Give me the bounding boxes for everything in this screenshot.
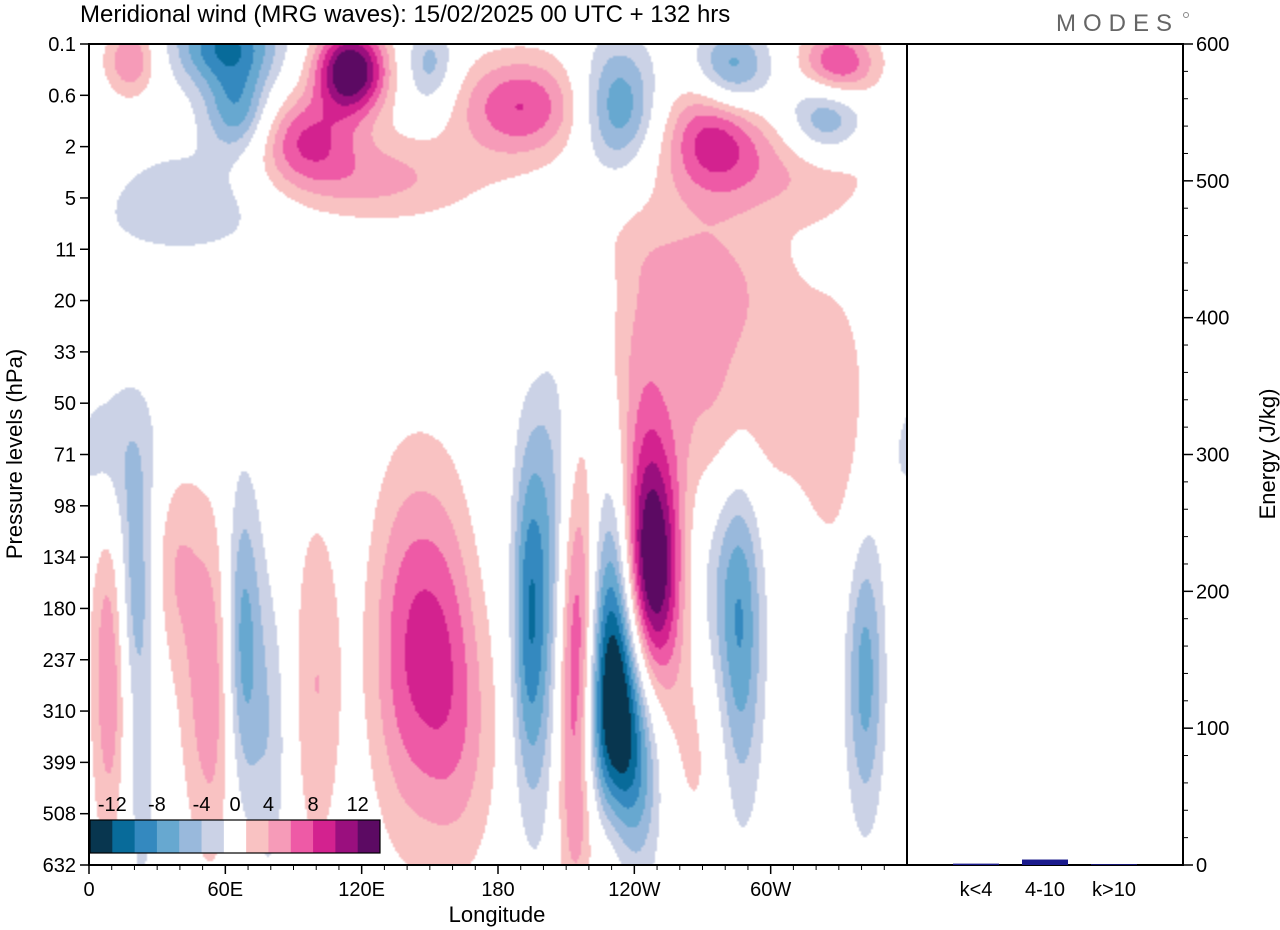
colorbar-label: -4 xyxy=(193,794,211,816)
y-tick-label: 180 xyxy=(43,598,76,620)
x-tick-label: 120E xyxy=(338,879,385,901)
colorbar-swatch xyxy=(201,820,225,853)
x-tick-label: 60E xyxy=(208,879,244,901)
wavenumber-label: 4-10 xyxy=(1025,879,1065,901)
modes-logo: MODES xyxy=(1056,10,1179,37)
energy-axis-label: Energy (J/kg) xyxy=(1255,389,1280,520)
y-tick-label: 399 xyxy=(43,752,76,774)
x-axis-label: Longitude xyxy=(449,902,546,927)
colorbar-swatch xyxy=(290,820,314,853)
colorbar-swatch xyxy=(134,820,158,853)
colorbar-label: -8 xyxy=(148,794,166,816)
energy-ticks: 0 100 200 300 400 500 600 xyxy=(1183,34,1229,877)
colorbar-swatch xyxy=(223,820,247,853)
y-tick-label: 310 xyxy=(43,701,76,723)
x-tick-label: 60W xyxy=(750,879,791,901)
colorbar-swatch xyxy=(313,820,336,853)
y-tick-label: 2 xyxy=(65,137,76,159)
colorbar-swatch xyxy=(156,820,180,853)
y-axis-label: Pressure levels (hPa) xyxy=(2,349,27,559)
y-tick-label: 50 xyxy=(54,393,76,415)
wavenumber-label: k>10 xyxy=(1092,879,1136,901)
energy-bar xyxy=(953,863,999,865)
wavenumber-ticks: k<4 4-10 k>10 xyxy=(960,879,1136,901)
y-tick-label: 237 xyxy=(43,650,76,672)
colorbar-label: -12 xyxy=(98,794,127,816)
energy-panel: 0 100 200 300 400 500 600 k<4 4-10 k>10 Energy (… xyxy=(906,34,1280,901)
colorbar: -12 -8 -4 0 4 8 12 xyxy=(89,794,381,854)
y-tick-label: 632 xyxy=(43,855,76,877)
y-tick-label: 98 xyxy=(54,496,76,518)
colorbar-swatch xyxy=(335,820,359,853)
y-tick-label: 20 xyxy=(54,291,76,313)
colorbar-label: 0 xyxy=(229,794,240,816)
wavenumber-label: k<4 xyxy=(960,879,993,901)
energy-tick-label: 0 xyxy=(1196,855,1207,877)
energy-tick-label: 500 xyxy=(1196,171,1229,193)
energy-tick-label: 100 xyxy=(1196,718,1229,740)
colorbar-label: 12 xyxy=(347,794,369,816)
energy-bar xyxy=(1091,864,1137,865)
logo-registered-mark xyxy=(1183,12,1189,18)
energy-tick-label: 200 xyxy=(1196,581,1229,603)
colorbar-swatch xyxy=(268,820,292,853)
y-tick-label: 134 xyxy=(43,547,76,569)
chart-title: Meridional wind (MRG waves): 15/02/2025 … xyxy=(80,1,730,28)
energy-tick-label: 400 xyxy=(1196,308,1229,330)
colorbar-label: 4 xyxy=(263,794,274,816)
energy-tick-label: 600 xyxy=(1196,34,1229,56)
colorbar-label: 8 xyxy=(308,794,319,816)
pressure-level-ticks: 0.1 0.6 2 5 11 20 33 50 71 98 134 180 237 310 399 508 63… xyxy=(43,34,89,877)
longitude-ticks: 0 60E 120E 180 120W 60W xyxy=(83,865,885,901)
energy-tick-label: 300 xyxy=(1196,445,1229,467)
heatmap-panel: -12 -8 -4 0 4 8 12 0 60E 120E 180 120W 60W 0.1 0.6 2 5… xyxy=(2,34,908,927)
y-tick-label: 5 xyxy=(65,188,76,210)
colorbar-swatch xyxy=(357,820,381,853)
y-tick-label: 0.1 xyxy=(48,34,76,56)
x-tick-label: 0 xyxy=(83,879,94,901)
colorbar-swatch xyxy=(90,820,113,853)
y-tick-label: 0.6 xyxy=(48,85,76,107)
colorbar-swatch xyxy=(112,820,136,853)
energy-bars xyxy=(953,859,1137,865)
colorbar-swatch xyxy=(246,820,269,853)
y-tick-label: 33 xyxy=(54,342,76,364)
colorbar-swatch xyxy=(179,820,203,853)
energy-frame xyxy=(906,43,1184,866)
x-tick-label: 180 xyxy=(481,879,514,901)
energy-bar xyxy=(1022,859,1068,865)
y-tick-label: 71 xyxy=(54,445,76,467)
y-tick-label: 11 xyxy=(55,239,76,261)
y-tick-label: 508 xyxy=(43,804,76,826)
heatmap-field xyxy=(89,44,907,865)
x-tick-label: 120W xyxy=(608,879,660,901)
